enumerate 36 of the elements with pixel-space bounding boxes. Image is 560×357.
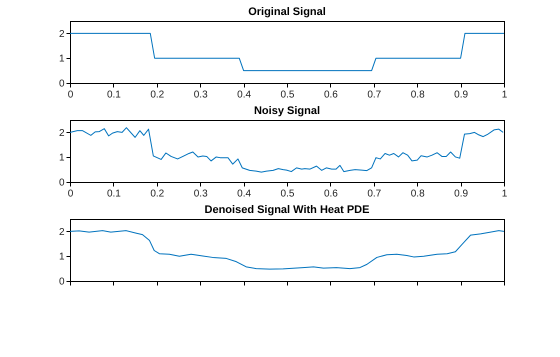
y-tick-label: 2 (58, 226, 65, 238)
x-tick-label: 0.3 (194, 90, 208, 100)
y-tick-label: 0 (58, 178, 65, 188)
x-tick-label: 0.5 (280, 90, 295, 100)
y-tick-label: 1 (58, 54, 65, 65)
x-tick-label: 0.6 (324, 90, 338, 100)
x-tick-label: 0.2 (150, 188, 165, 200)
x-tick-label: 0.9 (454, 188, 468, 200)
x-tick-label: 0.7 (367, 90, 382, 100)
x-tick-label: 0.1 (106, 188, 122, 200)
chart-title: Original Signal (248, 6, 326, 18)
x-tick-label: 0.8 (410, 188, 426, 200)
y-tick-label: 2 (58, 128, 65, 139)
x-tick-label: 0 (68, 90, 74, 100)
y-tick-label: 0 (58, 276, 65, 288)
y-tick-label: 1 (58, 252, 65, 263)
chart-title: Noisy Signal (254, 105, 320, 117)
x-tick-label: 1 (502, 90, 508, 100)
y-tick-label: 1 (58, 152, 65, 164)
x-tick-label: 0.9 (454, 90, 468, 100)
x-tick-label: 0.5 (280, 188, 295, 200)
x-tick-label: 0.1 (106, 90, 122, 100)
x-tick-label: 0.4 (237, 188, 252, 200)
x-tick-label: 0.7 (367, 188, 382, 200)
y-tick-label: 2 (58, 28, 65, 40)
chart-title: Denoised Signal With Heat PDE (204, 204, 370, 216)
x-tick-label: 0.2 (150, 90, 165, 100)
line-series (70, 230, 504, 270)
x-tick-label: 0 (68, 188, 74, 200)
y-tick-label: 0 (58, 78, 65, 90)
x-tick-label: 1 (502, 188, 508, 200)
line-series (70, 127, 504, 173)
x-tick-label: 0.4 (237, 90, 252, 100)
x-tick-label: 0.8 (410, 90, 426, 100)
x-tick-label: 0.3 (194, 188, 208, 200)
x-tick-label: 0.6 (324, 188, 338, 200)
